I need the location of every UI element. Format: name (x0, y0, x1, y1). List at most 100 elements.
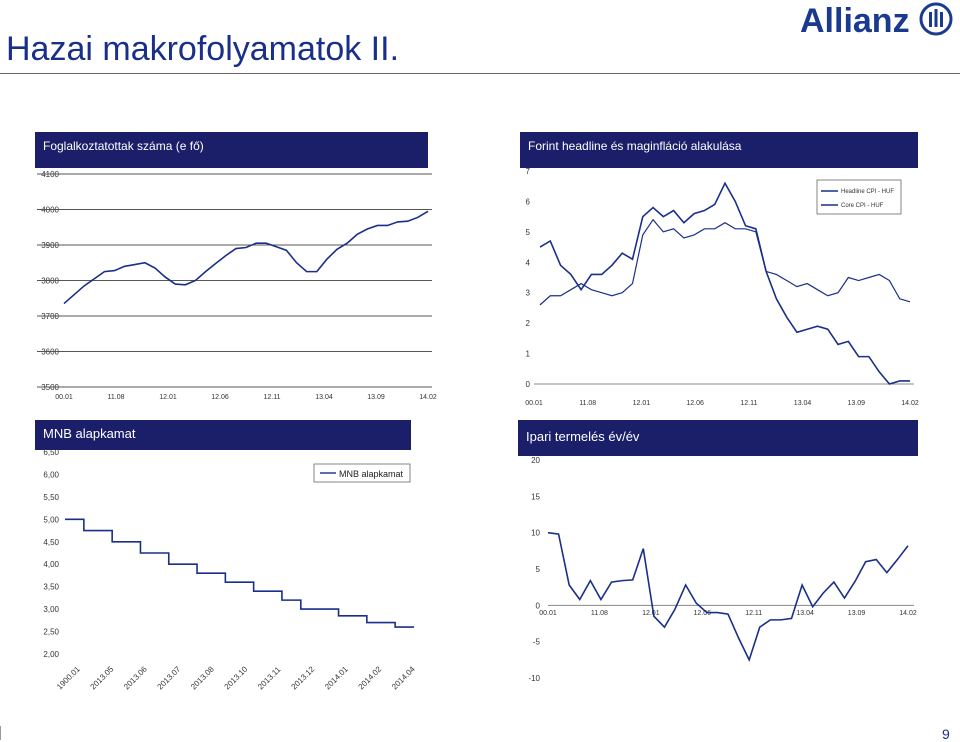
industrial-data-point (737, 637, 739, 639)
employment-data-point (144, 262, 146, 264)
inflation-data-point (631, 258, 633, 260)
base_rate-data-point (177, 563, 179, 565)
inflation-xtick-label: 13.04 (794, 400, 812, 407)
employment-data-point (295, 262, 297, 264)
employment-data-point (245, 246, 247, 248)
industrial-xtick-label: 13.09 (848, 610, 866, 617)
inflation-data-point (857, 279, 859, 281)
industrial-data-point (843, 597, 845, 599)
employment-data-point (103, 270, 105, 272)
inflation-data-point (600, 273, 602, 275)
base_rate-data-point (300, 608, 302, 610)
employment-data-point (255, 242, 257, 244)
base_rate-ytick-label: 2,00 (43, 650, 59, 659)
inflation-data-point (796, 285, 798, 287)
panel-title-base-rate: MNB alapkamat (43, 426, 136, 441)
industrial-data-point (822, 592, 824, 594)
employment-data-point (235, 247, 237, 249)
industrial-data-point (854, 580, 856, 582)
inflation-data-point (847, 276, 849, 278)
base_rate-data-point (120, 541, 122, 543)
industrial-data-point (674, 608, 676, 610)
inflation-data-point (816, 325, 818, 327)
industrial-data-point (547, 531, 549, 533)
inflation-data-point (775, 298, 777, 300)
base_rate-data-point (83, 529, 85, 531)
base_rate-data-point (168, 563, 170, 565)
base_rate-ytick-label: 3,00 (43, 605, 59, 614)
industrial-data-point (653, 615, 655, 617)
industrial-data-point (833, 581, 835, 583)
inflation-data-point (693, 234, 695, 236)
inflation-data-point (755, 231, 757, 233)
industrial-data-point (684, 584, 686, 586)
inflation-data-point (570, 273, 572, 275)
industrial-data-point (557, 533, 559, 535)
inflation-data-point (796, 331, 798, 333)
base_rate-ytick-label: 6,00 (43, 470, 59, 479)
base_rate-data-point (375, 621, 377, 623)
inflation-data-point (539, 246, 541, 248)
employment-xtick-label: 13.09 (367, 394, 385, 401)
base_rate-ytick-label: 4,50 (43, 538, 59, 547)
inflation-data-point (909, 301, 911, 303)
industrial-xtick-label: 14.02 (899, 610, 917, 617)
inflation-legend: Headline CPI - HUF Core CPI - HUF (816, 179, 902, 215)
allianz-eagle-icon (919, 2, 953, 36)
employment-data-point (204, 270, 206, 272)
base_rate-data-point (102, 529, 104, 531)
base_rate-data-point (403, 626, 405, 628)
employment-data-point (356, 233, 358, 235)
inflation-data-point (693, 212, 695, 214)
base_rate-data-point (347, 615, 349, 617)
inflation-data-point (559, 264, 561, 266)
industrial-data-point (663, 626, 665, 628)
inflation-data-point (888, 383, 890, 385)
employment-data-point (265, 242, 267, 244)
inflation-xtick-label: 12.06 (686, 400, 704, 407)
inflation-data-point (580, 288, 582, 290)
industrial-ytick-label: -5 (533, 638, 541, 647)
industrial-data-point (632, 579, 634, 581)
industrial-data-point (780, 619, 782, 621)
inflation-data-point (806, 282, 808, 284)
inflation-data-point (642, 234, 644, 236)
employment-xtick-label: 12.06 (211, 394, 229, 401)
employment-data-point (346, 242, 348, 244)
inflation-series-line-0 (539, 181, 910, 385)
base_rate-data-point (130, 541, 132, 543)
employment-data-point (194, 279, 196, 281)
employment-data-point (407, 220, 409, 222)
base-rate-xtick-label: 2013.07 (156, 664, 183, 691)
employment-data-point (214, 262, 216, 264)
employment-xtick-label: 13.04 (315, 394, 333, 401)
employment-data-point (63, 302, 65, 304)
base_rate-data-point (215, 572, 217, 574)
inflation-data-point (662, 231, 664, 233)
inflation-xtick-label: 11.08 (579, 400, 596, 407)
industrial-data-point (600, 598, 602, 600)
base-rate-xtick-label: 2013.08 (189, 664, 216, 691)
employment-data-point (134, 263, 136, 265)
base_rate-data-point (328, 608, 330, 610)
employment-xtick-label: 14.02 (419, 394, 437, 401)
inflation-data-point (611, 264, 613, 266)
logo-wordmark: Allianz (800, 2, 910, 40)
base_rate-data-point (385, 621, 387, 623)
inflation-data-point (785, 279, 787, 281)
base_rate-data-point (186, 563, 188, 565)
industrial-ytick-label: -10 (528, 674, 540, 683)
inflation-data-point (703, 228, 705, 230)
employment-series-line-0 (63, 210, 429, 305)
industrial-data-point (642, 547, 644, 549)
inflation-ytick-label: 5 (526, 228, 531, 237)
base_rate-data-point (318, 608, 320, 610)
employment-xtick-label: 12.01 (159, 394, 177, 401)
base_rate-data-point (356, 615, 358, 617)
panel-header-industrial: Ipari termelés év/év (518, 420, 918, 456)
industrial-data-point (579, 598, 581, 600)
base_rate-ytick-label: 3,50 (43, 583, 59, 592)
inflation-data-point (714, 228, 716, 230)
inflation-data-point (559, 295, 561, 297)
inflation-xtick-label: 13.09 (848, 400, 866, 407)
